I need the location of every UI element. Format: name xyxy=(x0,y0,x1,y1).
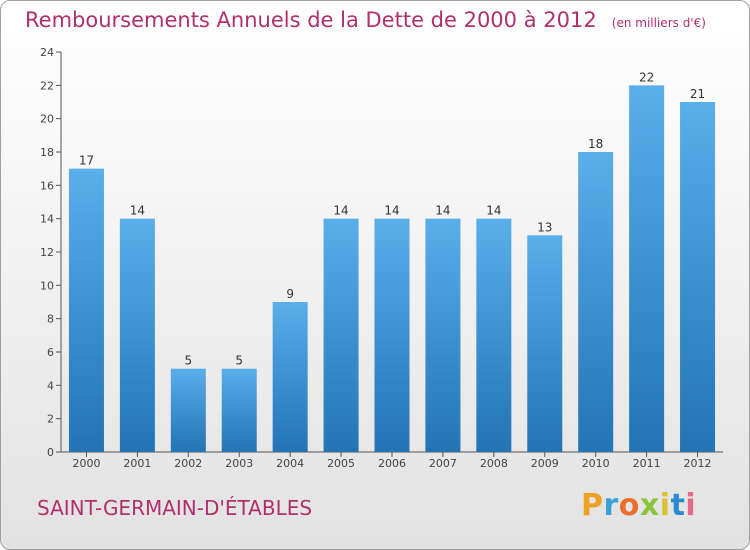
bar xyxy=(425,218,461,452)
x-tick-label: 2007 xyxy=(429,457,457,470)
data-label: 14 xyxy=(384,204,399,218)
logo-letter: i xyxy=(659,488,671,523)
y-tick-label: 2 xyxy=(47,413,54,426)
bar xyxy=(578,152,614,452)
y-tick-label: 20 xyxy=(40,113,54,126)
x-tick-label: 2010 xyxy=(582,457,610,470)
x-tick-label: 2012 xyxy=(684,457,712,470)
x-tick-label: 2009 xyxy=(531,457,559,470)
y-tick-label: 14 xyxy=(40,213,54,226)
proxiti-logo: Proxiti xyxy=(581,488,696,523)
unit-text: (en milliers d'€) xyxy=(611,16,706,30)
x-tick-label: 2003 xyxy=(225,457,253,470)
bar xyxy=(527,235,563,452)
data-label: 14 xyxy=(333,204,348,218)
bar xyxy=(68,168,104,452)
logo-letter: t xyxy=(670,488,686,523)
data-label: 14 xyxy=(435,204,450,218)
bars xyxy=(68,85,716,452)
data-label: 22 xyxy=(639,70,654,84)
data-label: 17 xyxy=(79,154,94,168)
y-tick-label: 6 xyxy=(47,346,54,359)
bar xyxy=(374,218,410,452)
bar xyxy=(170,368,206,452)
y-tick-label: 0 xyxy=(47,446,54,459)
commune-name: SAINT-GERMAIN-D'ÉTABLES xyxy=(37,496,313,520)
x-tick-label: 2006 xyxy=(378,457,406,470)
logo-letter: o xyxy=(618,488,640,523)
y-tick-label: 12 xyxy=(40,246,54,259)
data-label: 5 xyxy=(235,354,243,368)
bar xyxy=(476,218,512,452)
y-tick-label: 10 xyxy=(40,279,54,292)
chart-title: Remboursements Annuels de la Dette de 20… xyxy=(25,8,706,32)
x-tick-label: 2008 xyxy=(480,457,508,470)
y-tick-label: 8 xyxy=(47,313,54,326)
data-label: 21 xyxy=(690,87,705,101)
logo-letter: r xyxy=(603,488,619,523)
logo-letter: P xyxy=(581,488,604,523)
bar xyxy=(680,102,716,452)
bar xyxy=(323,218,359,452)
logo-letter: x xyxy=(639,488,660,523)
data-label: 9 xyxy=(286,287,294,301)
title-text: Remboursements Annuels de la Dette de 20… xyxy=(25,8,597,32)
x-tick-label: 2002 xyxy=(174,457,202,470)
data-label: 13 xyxy=(537,220,552,234)
logo-letter: i xyxy=(685,488,697,523)
x-tick-label: 2004 xyxy=(276,457,304,470)
y-tick-label: 4 xyxy=(47,379,54,392)
data-label: 18 xyxy=(588,137,603,151)
y-tick-label: 24 xyxy=(40,46,54,59)
y-tick-label: 18 xyxy=(40,146,54,159)
x-tick-label: 2005 xyxy=(327,457,355,470)
bar xyxy=(119,218,155,452)
bar xyxy=(629,85,665,452)
x-tick-label: 2000 xyxy=(72,457,100,470)
x-tick-label: 2001 xyxy=(123,457,151,470)
data-label: 14 xyxy=(130,204,145,218)
data-label: 14 xyxy=(486,204,501,218)
bar xyxy=(221,368,257,452)
x-tick-label: 2011 xyxy=(633,457,661,470)
data-label: 5 xyxy=(184,354,192,368)
labels: 2000 17 2001 14 2002 5 2003 5 2004 9 2005 14 2006 14 2… xyxy=(72,70,711,470)
bar xyxy=(272,302,308,452)
y-tick-label: 22 xyxy=(40,79,54,92)
y-tick-label: 16 xyxy=(40,179,54,192)
